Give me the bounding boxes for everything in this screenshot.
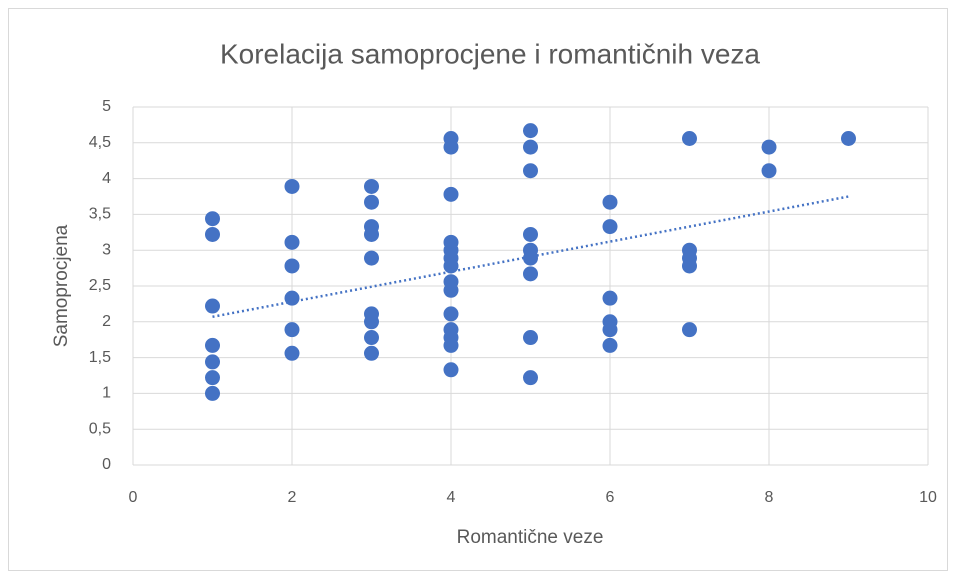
y-tick-label: 4,5 <box>89 134 111 151</box>
y-tick-label: 2,5 <box>89 277 111 294</box>
x-tick-label: 6 <box>606 489 615 506</box>
point <box>682 322 697 338</box>
point <box>761 139 777 155</box>
point <box>443 362 459 378</box>
y-tick-label: 0 <box>102 456 111 473</box>
y-axis-label: Samoprocjena <box>51 224 72 347</box>
point <box>364 330 379 346</box>
point <box>443 337 459 353</box>
point <box>284 258 300 274</box>
point <box>205 298 220 314</box>
point <box>364 345 379 361</box>
point <box>443 282 459 298</box>
x-tick-label: 10 <box>919 489 937 506</box>
point <box>205 211 220 227</box>
point <box>682 258 697 274</box>
point <box>523 266 538 282</box>
point <box>841 131 856 147</box>
point <box>443 306 459 322</box>
point <box>205 370 220 386</box>
point <box>205 337 220 353</box>
point <box>602 219 618 235</box>
point <box>602 322 618 338</box>
point <box>602 337 618 353</box>
point <box>364 178 379 194</box>
point <box>523 250 538 266</box>
chart-border <box>8 8 948 571</box>
y-tick-label: 1 <box>102 385 111 402</box>
point <box>205 385 220 401</box>
point <box>284 290 300 306</box>
point <box>523 163 538 179</box>
point <box>284 345 300 361</box>
point <box>205 354 220 370</box>
point <box>284 234 300 250</box>
point <box>523 123 538 139</box>
point <box>364 250 379 266</box>
point <box>761 163 777 179</box>
y-tick-label: 5 <box>102 98 111 115</box>
point <box>523 370 538 386</box>
point <box>443 139 459 155</box>
y-tick-label: 3 <box>102 241 111 258</box>
point <box>602 290 618 306</box>
x-tick-label: 2 <box>288 489 297 506</box>
point <box>602 194 618 210</box>
point <box>523 139 538 155</box>
point <box>523 226 538 242</box>
point <box>284 322 300 338</box>
point <box>364 314 379 330</box>
point <box>443 186 459 202</box>
x-axis-label: Romantične veze <box>457 527 604 548</box>
point <box>443 258 459 274</box>
point <box>284 178 300 194</box>
point <box>205 226 220 242</box>
y-tick-label: 4 <box>102 170 111 187</box>
point <box>682 131 697 147</box>
point <box>364 226 379 242</box>
y-tick-label: 1,5 <box>89 349 111 366</box>
point <box>364 194 379 210</box>
point <box>523 330 538 346</box>
x-tick-label: 0 <box>129 489 138 506</box>
y-tick-label: 0,5 <box>89 420 111 437</box>
y-tick-label: 3,5 <box>89 206 111 223</box>
x-tick-label: 8 <box>765 489 774 506</box>
chart-title: Korelacija samoprocjene i romantičnih ve… <box>220 38 760 69</box>
x-tick-label: 4 <box>447 489 456 506</box>
y-tick-label: 2 <box>102 313 111 330</box>
